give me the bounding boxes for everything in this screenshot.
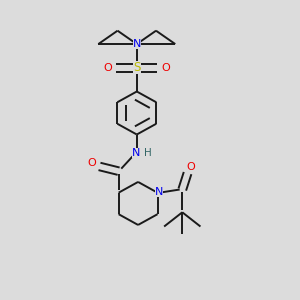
Text: N: N [133, 39, 141, 49]
Text: N: N [132, 148, 140, 158]
Text: O: O [87, 158, 96, 168]
Text: O: O [103, 63, 112, 73]
Text: O: O [187, 162, 196, 172]
Text: H: H [144, 148, 152, 158]
Text: O: O [161, 63, 170, 73]
Text: S: S [133, 61, 140, 74]
Text: N: N [155, 187, 163, 197]
